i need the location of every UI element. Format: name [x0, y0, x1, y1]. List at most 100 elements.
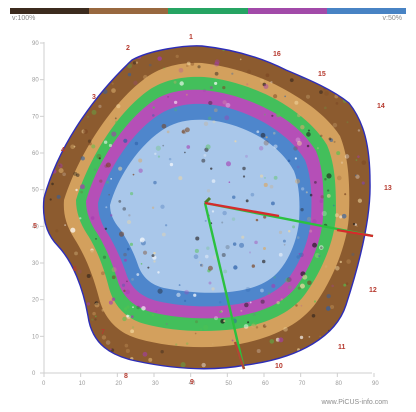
- sensor-label: 16: [273, 51, 281, 58]
- speckle-dot: [268, 362, 272, 367]
- speckle-dot: [184, 289, 189, 295]
- speckle-dot: [56, 292, 61, 297]
- speckle-dot: [327, 189, 330, 192]
- speckle-dot: [151, 114, 155, 117]
- speckle-dot: [282, 239, 286, 243]
- speckle-dot: [94, 315, 97, 318]
- speckle-dot: [260, 132, 266, 138]
- speckle-dot: [231, 217, 236, 221]
- speckle-dot: [320, 246, 323, 250]
- speckle-dot: [114, 117, 117, 120]
- speckle-dot: [344, 67, 350, 73]
- speckle-dot: [208, 281, 212, 285]
- speckle-dot: [320, 195, 324, 199]
- speckle-dot: [332, 204, 335, 207]
- speckle-dot: [357, 155, 360, 158]
- speckle-dot: [58, 328, 63, 333]
- speckle-dot: [222, 85, 226, 90]
- speckle-dot: [327, 63, 333, 69]
- speckle-dot: [336, 151, 341, 156]
- speckle-dot: [296, 140, 302, 146]
- speckle-dot: [355, 174, 360, 179]
- speckle-dot: [264, 177, 266, 179]
- speckle-dot: [146, 101, 149, 104]
- speckle-dot: [343, 283, 347, 287]
- speckle-dot: [207, 265, 213, 271]
- speckle-dot: [126, 305, 130, 309]
- speckle-dot: [110, 177, 113, 180]
- speckle-dot: [357, 129, 361, 132]
- speckle-dot: [147, 266, 150, 269]
- speckle-dot: [181, 130, 185, 134]
- speckle-dot: [160, 350, 164, 354]
- speckle-dot: [151, 313, 155, 317]
- speckle-dot: [87, 55, 90, 58]
- speckle-dot: [194, 248, 199, 254]
- speckle-dot: [148, 357, 153, 362]
- speckle-dot: [361, 160, 367, 165]
- speckle-dot: [132, 306, 134, 309]
- speckle-dot: [232, 195, 236, 199]
- x-tick-label: 30: [152, 381, 159, 387]
- speckle-dot: [201, 158, 206, 163]
- x-tick-label: 20: [115, 381, 122, 387]
- speckle-dot: [214, 61, 220, 67]
- speckle-dot: [105, 162, 111, 168]
- speckle-dot: [326, 173, 332, 179]
- sensor-label: 7: [101, 329, 105, 336]
- y-tick-label: 80: [32, 78, 39, 84]
- speckle-dot: [105, 206, 108, 209]
- x-tick-label: 80: [335, 381, 342, 387]
- speckle-dot: [111, 131, 117, 137]
- speckle-dot: [91, 58, 95, 62]
- speckle-dot: [130, 329, 135, 334]
- speckle-dot: [242, 166, 246, 171]
- speckle-dot: [73, 145, 76, 148]
- speckle-dot: [206, 189, 211, 193]
- speckle-dot: [139, 237, 145, 243]
- speckle-dot: [56, 97, 60, 101]
- speckle-dot: [52, 139, 55, 142]
- speckle-dot: [90, 249, 94, 254]
- speckle-dot: [300, 125, 305, 130]
- speckle-dot: [280, 298, 283, 301]
- x-tick-label: 90: [372, 381, 379, 387]
- speckle-dot: [111, 267, 117, 273]
- speckle-dot: [305, 46, 311, 51]
- speckle-dot: [134, 141, 139, 146]
- speckle-dot: [101, 271, 105, 276]
- speckle-dot: [124, 258, 127, 262]
- speckle-dot: [332, 122, 338, 128]
- speckle-dot: [111, 297, 116, 302]
- speckle-dot: [108, 119, 113, 124]
- speckle-dot: [351, 252, 355, 256]
- speckle-dot: [356, 225, 358, 227]
- speckle-dot: [313, 300, 317, 303]
- speckle-dot: [64, 224, 66, 226]
- speckle-dot: [60, 334, 63, 337]
- speckle-dot: [153, 260, 156, 263]
- speckle-dot: [228, 181, 231, 184]
- speckle-dot: [136, 305, 140, 310]
- speckle-dot: [324, 56, 329, 62]
- sensor-label: 13: [384, 185, 392, 192]
- speckle-dot: [83, 129, 88, 134]
- speckle-dot: [57, 345, 62, 351]
- speckle-dot: [264, 324, 267, 327]
- speckle-dot: [155, 310, 158, 313]
- speckle-dot: [293, 353, 297, 358]
- color-legend-bar: [10, 8, 407, 14]
- speckle-dot: [287, 285, 292, 290]
- speckle-dot: [346, 259, 351, 264]
- speckle-dot: [214, 81, 218, 86]
- speckle-dot: [214, 59, 220, 65]
- legend-swatch-1: [10, 8, 90, 14]
- speckle-dot: [142, 351, 148, 357]
- speckle-dot: [162, 144, 165, 147]
- speckle-dot: [96, 153, 102, 159]
- speckle-dot: [82, 96, 88, 102]
- speckle-dot: [263, 140, 269, 146]
- speckle-dot: [122, 207, 127, 211]
- speckle-dot: [61, 118, 66, 123]
